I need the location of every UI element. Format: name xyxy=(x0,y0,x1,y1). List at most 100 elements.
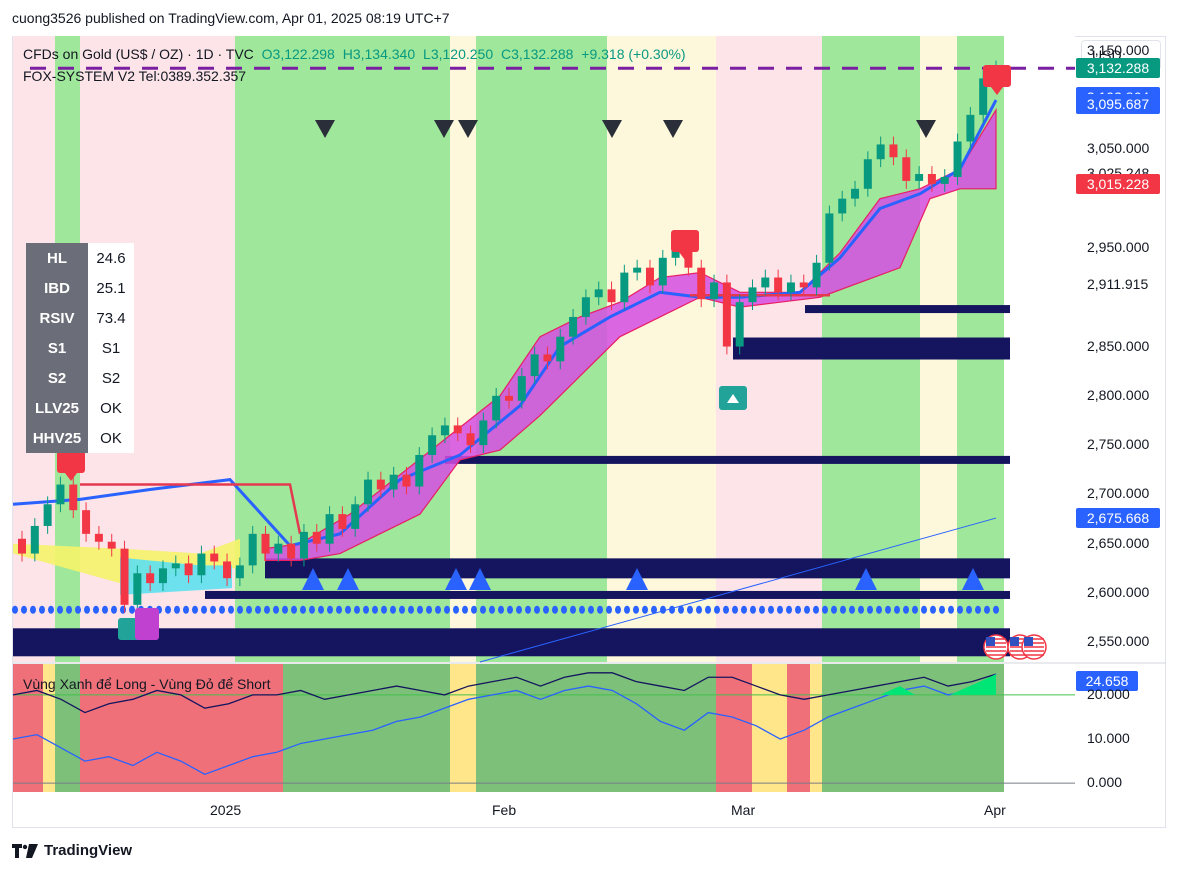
publisher-info: cuong3526 published on TradingView.com, … xyxy=(12,10,450,26)
price-tick: 3,150.000 xyxy=(1087,41,1150,58)
right-margin xyxy=(1004,664,1075,792)
dot-marker xyxy=(201,605,207,614)
dot-marker xyxy=(228,605,234,614)
oscillator-zone xyxy=(450,664,476,792)
price-tick: 2,950.000 xyxy=(1087,238,1150,255)
candle-body xyxy=(825,213,834,263)
price-tick: 2,750.000 xyxy=(1087,436,1150,453)
dot-marker xyxy=(948,605,954,614)
oscillator-tick: 0.000 xyxy=(1087,774,1123,791)
candle-body xyxy=(594,289,603,298)
candle-body xyxy=(581,297,590,317)
price-label: 2,675.668 xyxy=(1076,508,1160,529)
oscillator-title[interactable]: Vùng Xanh để Long - Vùng Đỏ để Short xyxy=(23,676,271,692)
candle-body xyxy=(274,543,283,554)
stats-table: HL 24.6 IBD 25.1 RSIV 73.4 S1 S1 S2 S2 LLV25 OK HHV2… xyxy=(26,243,134,453)
stats-value: OK xyxy=(88,393,134,423)
candle-body xyxy=(479,420,488,446)
oscillator-zone xyxy=(752,664,787,792)
candle-body xyxy=(799,282,808,288)
symbol-name[interactable]: CFDs on Gold (US$ / OZ) · 1D · TVC xyxy=(23,46,254,62)
dot-marker xyxy=(291,605,297,614)
dot-marker xyxy=(552,605,558,614)
candle-body xyxy=(43,504,52,526)
oscillator-tick: 20.000 xyxy=(1087,685,1130,702)
dot-marker xyxy=(318,605,324,614)
oscillator-fill xyxy=(880,686,915,695)
close-value: C3,132.288 xyxy=(501,46,574,62)
dot-marker xyxy=(462,605,468,614)
dot-marker xyxy=(903,605,909,614)
candle-body xyxy=(966,114,975,142)
dot-marker xyxy=(624,605,630,614)
candle-body xyxy=(889,144,898,158)
dot-marker xyxy=(273,605,279,614)
trend-cloud xyxy=(264,107,997,562)
stats-row: LLV25 OK xyxy=(26,393,134,423)
buy-signal-icon xyxy=(135,608,159,640)
dot-marker xyxy=(102,605,108,614)
dot-marker xyxy=(750,605,756,614)
dot-marker xyxy=(822,605,828,614)
candle-body xyxy=(761,277,770,288)
stats-value: S2 xyxy=(88,363,134,393)
candle-body xyxy=(505,395,513,401)
candle-body xyxy=(851,188,860,199)
candle-body xyxy=(299,531,308,559)
dot-marker xyxy=(606,605,612,614)
dot-marker xyxy=(723,605,729,614)
price-tick: 2,700.000 xyxy=(1087,485,1150,502)
candle-body xyxy=(56,484,65,505)
candle-body xyxy=(364,479,373,505)
dot-marker xyxy=(975,605,981,614)
us-flag-icon xyxy=(1024,637,1033,646)
indicator-legend[interactable]: FOX-SYSTEM V2 Tel:0389.352.357 xyxy=(23,68,247,84)
candle-body xyxy=(812,262,821,288)
candle-body xyxy=(902,157,911,181)
candle-body xyxy=(389,474,398,490)
dot-marker xyxy=(75,605,81,614)
dot-marker xyxy=(12,605,18,614)
sell-arrow-icon xyxy=(663,120,683,138)
dot-marker xyxy=(309,605,315,614)
tradingview-footer[interactable]: TradingView xyxy=(12,842,132,859)
buy-triangle-icon xyxy=(302,568,324,590)
candle-body xyxy=(556,336,565,362)
candle-body xyxy=(261,533,270,554)
stats-key: HHV25 xyxy=(26,423,88,453)
candle-body xyxy=(620,272,629,303)
candle-body xyxy=(530,354,539,377)
oscillator-zone xyxy=(55,664,80,792)
candle-body xyxy=(18,538,26,554)
candle-body xyxy=(171,563,180,569)
candle-body xyxy=(786,282,795,293)
buy-triangle-icon xyxy=(626,568,648,590)
dot-marker xyxy=(966,605,972,614)
dot-marker xyxy=(957,605,963,614)
dot-marker xyxy=(498,605,504,614)
symbol-legend: CFDs on Gold (US$ / OZ) · 1D · TVC O3,12… xyxy=(23,46,686,62)
dot-marker xyxy=(633,605,639,614)
candle-body xyxy=(235,565,244,579)
change-value: +9.318 (+0.30%) xyxy=(581,46,686,62)
price-label: 3,095.687 xyxy=(1076,94,1160,115)
candle-body xyxy=(979,78,988,115)
dot-marker xyxy=(66,605,72,614)
support-zone xyxy=(733,337,1010,360)
dot-marker xyxy=(354,605,360,614)
price-tick: 3,050.000 xyxy=(1087,140,1150,157)
candle-body xyxy=(402,474,411,487)
support-zone xyxy=(805,305,1010,314)
dot-marker xyxy=(426,605,432,614)
support-zone xyxy=(205,590,1010,599)
candle-body xyxy=(927,174,936,184)
dot-marker xyxy=(444,605,450,614)
dot-marker xyxy=(381,605,387,614)
candle-body xyxy=(312,531,321,544)
dot-marker xyxy=(399,605,405,614)
candle-body xyxy=(466,433,475,446)
stats-value: OK xyxy=(88,423,134,453)
dot-marker xyxy=(732,605,738,614)
dot-marker xyxy=(417,605,423,614)
